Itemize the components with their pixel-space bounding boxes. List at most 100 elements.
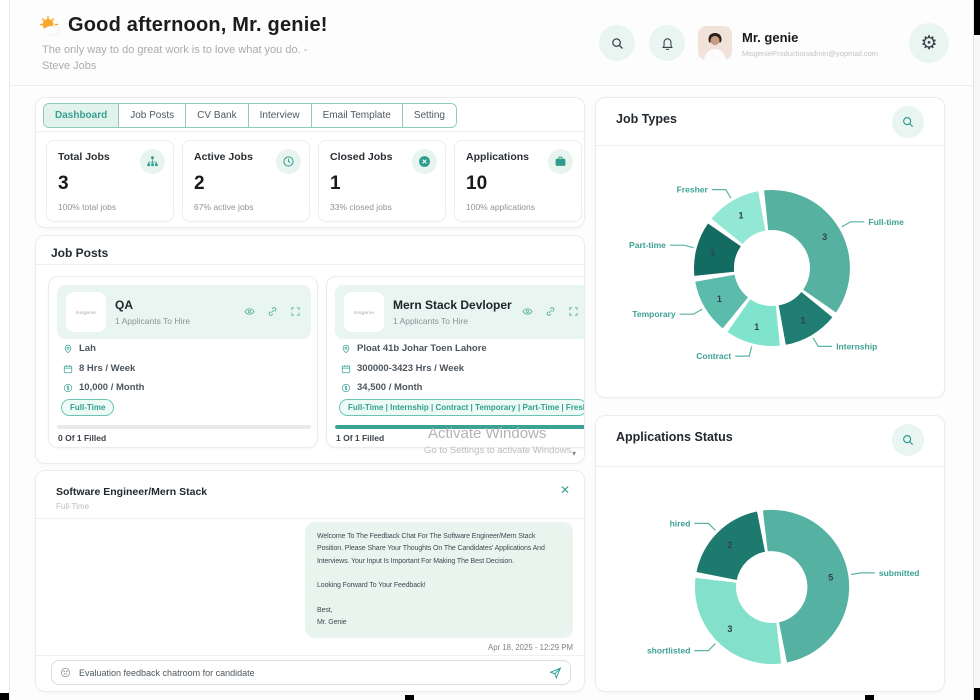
- slice-label: Full-time: [868, 217, 904, 227]
- smiley-icon[interactable]: [60, 667, 71, 678]
- slice-value: 2: [727, 540, 732, 550]
- link-icon[interactable]: [267, 306, 278, 317]
- donut-slice-shortlisted[interactable]: [694, 577, 782, 665]
- job-posts-title: Job Posts: [51, 246, 109, 260]
- label-leader-line: [694, 522, 716, 531]
- close-icon[interactable]: ✕: [559, 483, 570, 497]
- clock-icon: [276, 149, 301, 174]
- slice-value: 1: [710, 248, 715, 258]
- collapsed-sidebar[interactable]: [0, 0, 10, 700]
- donut-slice-contract[interactable]: [727, 299, 780, 346]
- job-salary: 34,500 / Month: [357, 382, 423, 393]
- nav-tab[interactable]: Interview: [248, 104, 312, 127]
- job-location: Lah: [79, 343, 96, 354]
- job-salary: 10,000 / Month: [79, 382, 145, 393]
- notifications-button[interactable]: [649, 25, 685, 61]
- job-type-badge: Full-Time: [61, 399, 115, 416]
- job-post-card: misgenie QA 1 Applicants To Hire Lah 8 H…: [48, 276, 318, 448]
- stats-row: Total Jobs 3 100% total jobs Active Jobs…: [46, 140, 582, 222]
- slice-label: hired: [670, 518, 691, 528]
- label-leader-line: [679, 308, 703, 315]
- calendar-icon: [63, 364, 73, 374]
- donut-slice-submitted[interactable]: [762, 509, 850, 663]
- stat-value: 2: [194, 173, 205, 194]
- stat-value: 10: [466, 173, 488, 194]
- slice-value: 1: [800, 316, 805, 326]
- nav-tab[interactable]: Setting: [402, 104, 456, 127]
- stat-value: 1: [330, 173, 341, 194]
- chat-message-line: Best,: [317, 606, 333, 614]
- job-title: QA: [115, 298, 133, 312]
- nav-tab[interactable]: Job Posts: [119, 104, 187, 127]
- donut-slice-full-time[interactable]: [764, 190, 850, 313]
- user-avatar[interactable]: [698, 26, 732, 60]
- company-logo: misgenie: [344, 292, 384, 332]
- screen-artifact: [865, 695, 874, 700]
- stat-card: Closed Jobs 1 33% closed jobs: [318, 140, 446, 222]
- expand-icon[interactable]: [568, 306, 579, 317]
- donut-slice-fresher[interactable]: [711, 191, 766, 244]
- label-leader-line: [850, 572, 875, 576]
- divider: [36, 131, 584, 132]
- job-posts-card: Job Posts misgenie QA 1 Applicants To Hi…: [35, 235, 585, 464]
- dollar-icon: [63, 383, 73, 393]
- slice-label: Internship: [836, 341, 877, 351]
- chat-timestamp: Apr 18, 2025 - 12:29 PM: [488, 643, 573, 652]
- job-type-badge: Full-Time | Internship | Contract | Temp…: [339, 399, 584, 416]
- chat-message-line: Position. Please Share Your Thoughts On …: [317, 545, 545, 553]
- slice-value: 3: [727, 624, 732, 634]
- applications-status-search-button[interactable]: [892, 424, 924, 456]
- divider: [596, 145, 944, 146]
- job-subtitle: 1 Applicants To Hire: [115, 316, 190, 326]
- job-types-card: Job Types 3 Full-time 1 Internship 1 Contract…: [595, 97, 945, 398]
- chat-subtitle: Full-Time: [56, 502, 90, 511]
- gear-icon: ⚙: [920, 32, 938, 54]
- stat-value: 3: [58, 173, 69, 194]
- stat-card: Total Jobs 3 100% total jobs: [46, 140, 174, 222]
- search-icon: [901, 115, 915, 129]
- job-types-search-button[interactable]: [892, 106, 924, 138]
- eye-icon[interactable]: [244, 306, 255, 317]
- user-name[interactable]: Mr. genie: [742, 30, 799, 45]
- settings-button[interactable]: ⚙: [909, 23, 949, 63]
- chat-input[interactable]: [77, 666, 543, 679]
- search-button[interactable]: [599, 25, 635, 61]
- job-cards-scroll-area[interactable]: misgenie QA 1 Applicants To Hire Lah 8 H…: [36, 274, 584, 462]
- nav-tab[interactable]: CV Bank: [186, 104, 249, 127]
- chat-message-line: Interviews. Your Input Is Important For …: [317, 557, 514, 565]
- slice-value: 1: [717, 294, 722, 304]
- nav-tab[interactable]: Dashboard: [44, 104, 120, 127]
- send-icon[interactable]: [549, 666, 562, 680]
- chat-input-wrap: [51, 660, 571, 685]
- chat-message-line: [317, 568, 561, 580]
- stat-title: Active Jobs: [194, 151, 253, 163]
- job-progress-bar: [57, 425, 311, 429]
- location-pin-icon: [63, 344, 73, 354]
- screen-artifact: [0, 693, 9, 700]
- scroll-arrow-icon[interactable]: ▾: [572, 449, 577, 458]
- job-card-header: misgenie QA 1 Applicants To Hire: [57, 285, 311, 339]
- donut-slice-hired[interactable]: [696, 511, 766, 581]
- chat-message-line: Welcome To The Feedback Chat For The Sof…: [317, 533, 536, 540]
- chat-message-line: Mr. Genie: [317, 619, 347, 627]
- job-post-card: misgenie Mern Stack Devloper 1 Applicant…: [326, 276, 584, 448]
- slice-value: 5: [828, 573, 833, 583]
- job-filled-label: 0 Of 1 Filled: [58, 433, 107, 443]
- donut-slice-internship[interactable]: [778, 292, 833, 345]
- donut-slice-part-time[interactable]: [694, 223, 741, 276]
- job-progress-bar: [335, 425, 584, 429]
- divider: [36, 518, 584, 519]
- vertical-scrollbar[interactable]: [973, 0, 980, 700]
- nav-tab[interactable]: Email Template: [311, 104, 403, 127]
- donut-slice-temporary[interactable]: [695, 274, 748, 329]
- stat-title: Closed Jobs: [330, 151, 393, 163]
- stat-caption: 100% applications: [466, 202, 535, 212]
- stat-card: Active Jobs 2 67% active jobs: [182, 140, 310, 222]
- job-hours: 300000-3423 Hrs / Week: [357, 363, 465, 374]
- dollar-icon: [341, 383, 351, 393]
- search-icon: [901, 433, 915, 447]
- link-icon[interactable]: [545, 306, 556, 317]
- label-leader-line: [694, 643, 716, 652]
- expand-icon[interactable]: [290, 306, 301, 317]
- eye-icon[interactable]: [522, 306, 533, 317]
